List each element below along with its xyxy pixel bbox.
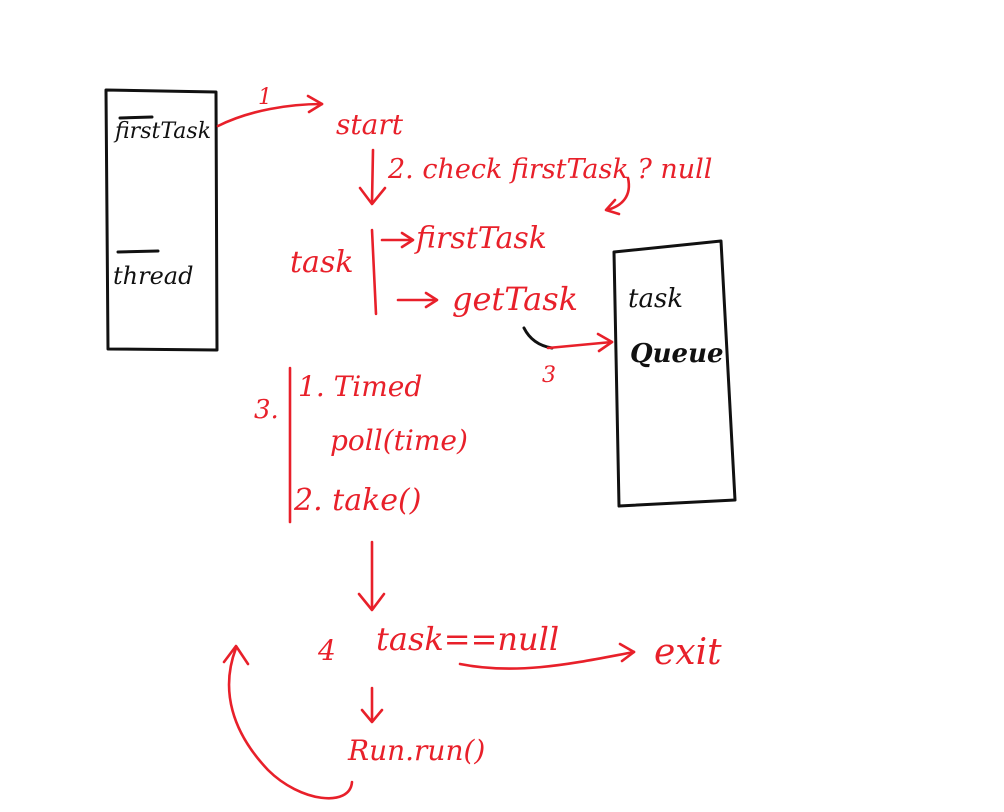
branch-first-task-head <box>400 231 415 249</box>
step3-poll-label: poll(time) <box>330 424 468 457</box>
task-queue-box: task Queue <box>612 239 737 508</box>
step4-down-arrow <box>357 540 386 612</box>
step1-arrow-line <box>216 102 324 128</box>
task-branch-bar <box>370 228 378 316</box>
step2-down-line <box>370 148 375 204</box>
step4-task-null-label: task==null <box>376 620 559 658</box>
step3-queue-line <box>546 340 614 350</box>
loop-back-line <box>227 646 354 800</box>
start-label: start <box>336 108 404 141</box>
loop-back-arrow <box>222 644 354 800</box>
run-down-head <box>360 708 384 724</box>
step4-number: 4 <box>317 634 336 667</box>
run-down-arrow <box>360 686 384 724</box>
branch-get-task-head <box>424 291 439 309</box>
task-queue-label-line1: task <box>628 284 683 314</box>
branch-first-task-arrow <box>380 231 415 249</box>
step4-down-head <box>357 592 386 612</box>
step3-timed-label: 1. Timed <box>298 370 422 403</box>
step3-queue-tail <box>522 326 554 350</box>
task-queue-outline <box>612 239 737 508</box>
step3-number: 3 <box>542 363 556 388</box>
worker-thread-label: thread <box>113 262 193 290</box>
worker-box-outline <box>104 88 219 352</box>
branch-get-task-label: getTask <box>452 280 578 318</box>
worker-box: firstTask thread <box>104 88 219 352</box>
step2-down-head <box>358 186 387 206</box>
step2-return-head <box>604 198 621 216</box>
worker-thread-overline <box>116 249 160 254</box>
step1-number: 1 <box>258 85 272 110</box>
branch-first-task-label: firstTask <box>414 221 547 256</box>
step3-queue-arrow: 3 <box>522 326 614 388</box>
task-label: task <box>290 245 354 280</box>
step3-prefix: 3. <box>254 395 279 425</box>
exit-label: exit <box>654 632 722 673</box>
worker-first-task-overline <box>118 115 154 120</box>
step2-down-arrow <box>358 148 387 206</box>
step2-return-arrow <box>604 176 631 216</box>
exit-arrow <box>458 642 636 670</box>
worker-first-task-label: firstTask <box>113 119 211 144</box>
step2-check-label: 2. check firstTask ? null <box>387 154 712 185</box>
exit-arrow-line <box>458 650 636 670</box>
step3-queue-head <box>596 332 614 353</box>
task-queue-label-line2: Queue <box>630 339 724 369</box>
step3-take-label: 2. take() <box>293 483 421 518</box>
step1-arrow-head <box>306 94 324 114</box>
loop-back-head <box>222 644 250 666</box>
step1-arrow: 1 <box>216 85 324 128</box>
run-label: Run.run() <box>347 734 485 767</box>
exit-arrow-head <box>618 642 636 663</box>
branch-get-task-arrow <box>396 291 439 309</box>
step2-return-line <box>605 176 631 212</box>
